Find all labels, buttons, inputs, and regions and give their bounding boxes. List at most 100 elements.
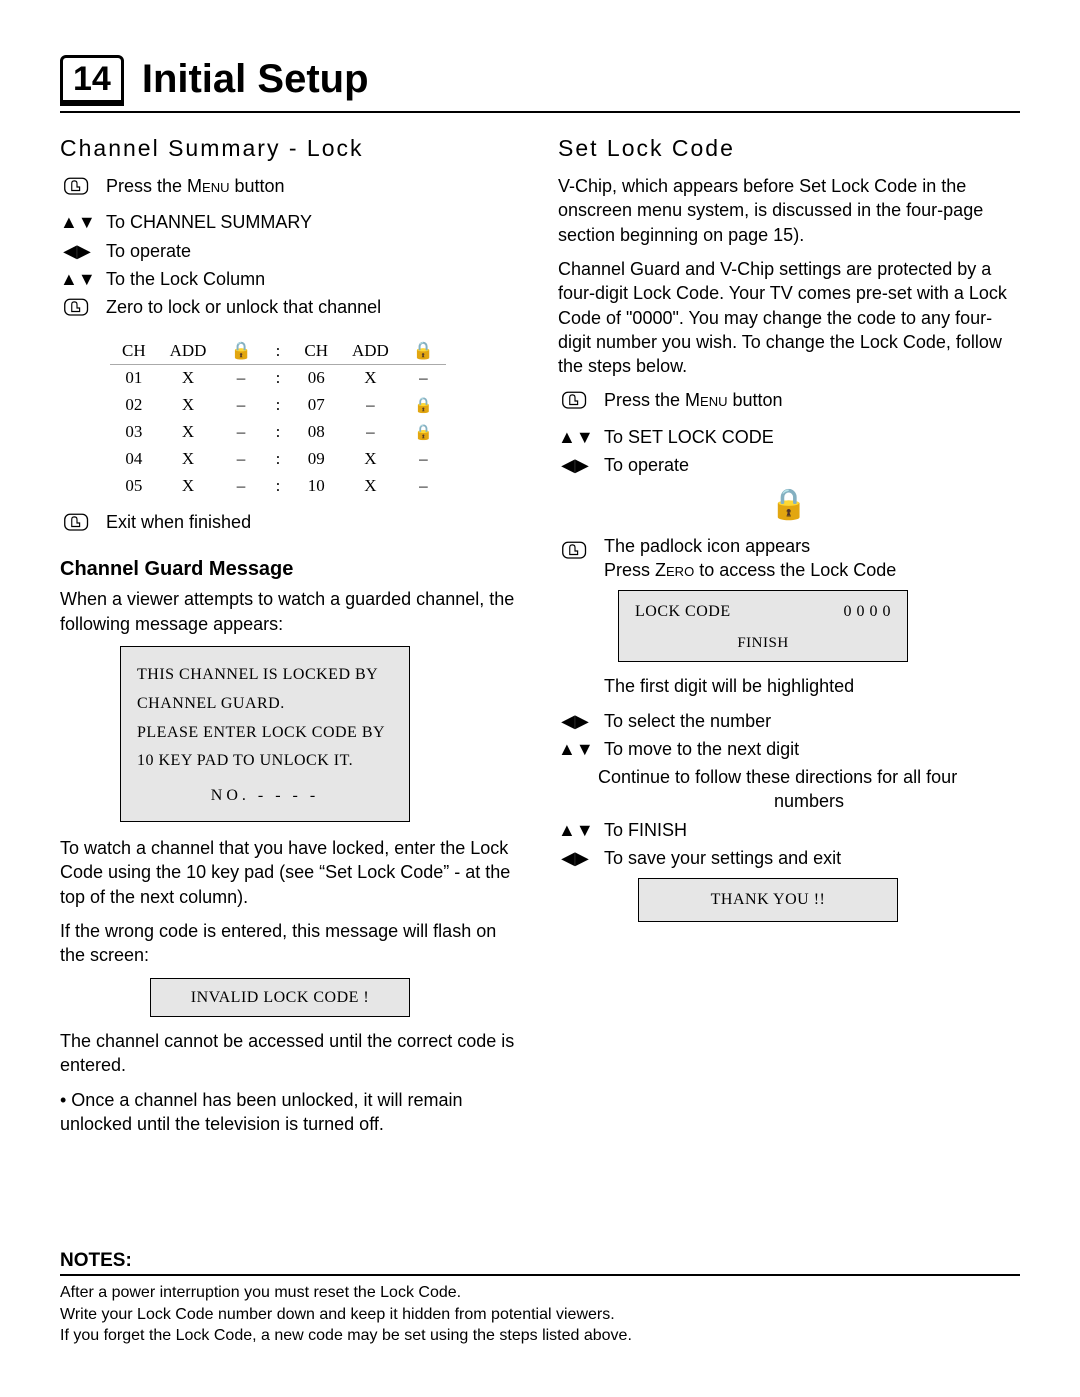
hand-icon	[558, 388, 592, 420]
lock-icon: 🔒	[413, 341, 434, 360]
guard-line: CHANNEL GUARD.	[137, 690, 393, 719]
page-number-box: 14	[60, 55, 124, 103]
table-row: 02X–:07–🔒	[110, 392, 446, 419]
invalid-code-box: INVALID LOCK CODE !	[150, 978, 410, 1018]
leftright-icon: ◀▶	[558, 709, 592, 733]
table-cell: –	[401, 446, 446, 473]
note-line: Write your Lock Code number down and kee…	[60, 1304, 1020, 1326]
table-cell: 🔒	[401, 419, 446, 446]
table-cell: 05	[110, 473, 158, 500]
table-row: 04X–:09X–	[110, 446, 446, 473]
guard-line: 10 KEY PAD TO UNLOCK IT.	[137, 747, 393, 776]
table-cell: X	[158, 392, 219, 419]
updown-icon: ▲▼	[60, 210, 94, 234]
table-cell: 09	[292, 446, 340, 473]
table-cell: :	[264, 365, 293, 392]
step-text: To operate	[604, 453, 1020, 477]
table-cell: :	[264, 446, 293, 473]
step-row: Press the Menu button	[60, 174, 522, 206]
step-row: ▲▼ To SET LOCK CODE	[558, 425, 1020, 449]
step-text: To operate	[106, 239, 522, 263]
page-number: 14	[73, 60, 111, 98]
table-cell: X	[158, 446, 219, 473]
table-cell: –	[340, 419, 401, 446]
right-column: Set Lock Code V-Chip, which appears befo…	[558, 127, 1020, 1146]
left-heading: Channel Summary - Lock	[60, 133, 522, 164]
col-lock: 🔒	[401, 338, 446, 365]
hand-icon	[60, 510, 94, 542]
step-text: To move to the next digit	[604, 737, 1020, 761]
table-cell: –	[218, 419, 263, 446]
step-text: Zero to lock or unlock that channel	[106, 295, 522, 319]
right-p2: Channel Guard and V-Chip settings are pr…	[558, 257, 1020, 378]
table-cell: X	[340, 446, 401, 473]
col-sep: :	[264, 338, 293, 365]
table-cell: :	[264, 392, 293, 419]
updown-icon: ▲▼	[558, 818, 592, 842]
page-header: 14 Initial Setup	[60, 55, 1020, 113]
table-cell: 08	[292, 419, 340, 446]
step-text: The padlock icon appears Press Zero to a…	[604, 534, 1020, 583]
step-row: ◀▶ To select the number	[558, 709, 1020, 733]
updown-icon: ▲▼	[60, 267, 94, 291]
step-row: ◀▶ To save your settings and exit	[558, 846, 1020, 870]
updown-icon: ▲▼	[558, 737, 592, 761]
step-row: Exit when finished	[60, 510, 522, 542]
table-cell: X	[340, 365, 401, 392]
table-row: 05X–:10X–	[110, 473, 446, 500]
lock-icon: 🔒	[230, 341, 251, 360]
lock-code-box: LOCK CODE 0 0 0 0 FINISH	[618, 590, 908, 662]
step-row: ◀▶ To operate	[60, 239, 522, 263]
step-row: Zero to lock or unlock that channel	[60, 295, 522, 327]
lock-code-label: LOCK CODE	[635, 601, 731, 623]
col-add: ADD	[340, 338, 401, 365]
leftright-icon: ◀▶	[558, 453, 592, 477]
right-p1: V-Chip, which appears before Set Lock Co…	[558, 174, 1020, 247]
step-row: ◀▶ To operate	[558, 453, 1020, 477]
step-text: To the Lock Column	[106, 267, 522, 291]
step-text: To CHANNEL SUMMARY	[106, 210, 522, 234]
big-lock-icon: 🔒	[558, 485, 1020, 526]
note-line: After a power interruption you must rese…	[60, 1282, 1020, 1304]
table-cell: 10	[292, 473, 340, 500]
step-row: ▲▼ To the Lock Column	[60, 267, 522, 291]
note-line: If you forget the Lock Code, a new code …	[60, 1325, 1020, 1347]
table-cell: 01	[110, 365, 158, 392]
table-cell: :	[264, 473, 293, 500]
first-digit-line: The first digit will be highlighted	[604, 674, 1020, 698]
channel-guard-message-box: THIS CHANNEL IS LOCKED BY CHANNEL GUARD.…	[120, 646, 410, 822]
guard-heading: Channel Guard Message	[60, 556, 522, 583]
table-cell: :	[264, 419, 293, 446]
guard-no-line: NO. - - - -	[137, 782, 393, 811]
table-cell: –	[340, 392, 401, 419]
hand-icon	[558, 534, 592, 570]
notes-heading: NOTES:	[60, 1250, 1020, 1276]
channel-summary-table: CH ADD 🔒 : CH ADD 🔒 01X–:06X–02X–:07–🔒03…	[110, 338, 446, 501]
left-column: Channel Summary - Lock Press the Menu bu…	[60, 127, 522, 1146]
leftright-icon: ◀▶	[60, 239, 94, 263]
step-row: ▲▼ To FINISH	[558, 818, 1020, 842]
table-cell: X	[158, 365, 219, 392]
thank-you-box: THANK YOU !!	[638, 878, 898, 922]
step-text: To FINISH	[604, 818, 1020, 842]
table-cell: 04	[110, 446, 158, 473]
para-cannot-access: The channel cannot be accessed until the…	[60, 1029, 522, 1078]
table-cell: –	[218, 365, 263, 392]
table-cell: –	[218, 473, 263, 500]
table-cell: –	[401, 365, 446, 392]
col-lock: 🔒	[218, 338, 263, 365]
table-cell: 03	[110, 419, 158, 446]
table-cell: –	[401, 473, 446, 500]
table-row: 03X–:08–🔒	[110, 419, 446, 446]
bullet-unlocked: • Once a channel has been unlocked, it w…	[60, 1088, 522, 1137]
hand-icon	[60, 295, 94, 327]
page-title: Initial Setup	[142, 57, 369, 102]
continue-line: Continue to follow these directions for …	[598, 765, 1020, 814]
step-text: Exit when finished	[106, 510, 522, 534]
table-cell: X	[340, 473, 401, 500]
para-after-box: To watch a channel that you have locked,…	[60, 836, 522, 909]
step-row: ▲▼ To move to the next digit	[558, 737, 1020, 761]
table-cell: X	[158, 473, 219, 500]
para-wrong-code: If the wrong code is entered, this messa…	[60, 919, 522, 968]
updown-icon: ▲▼	[558, 425, 592, 449]
